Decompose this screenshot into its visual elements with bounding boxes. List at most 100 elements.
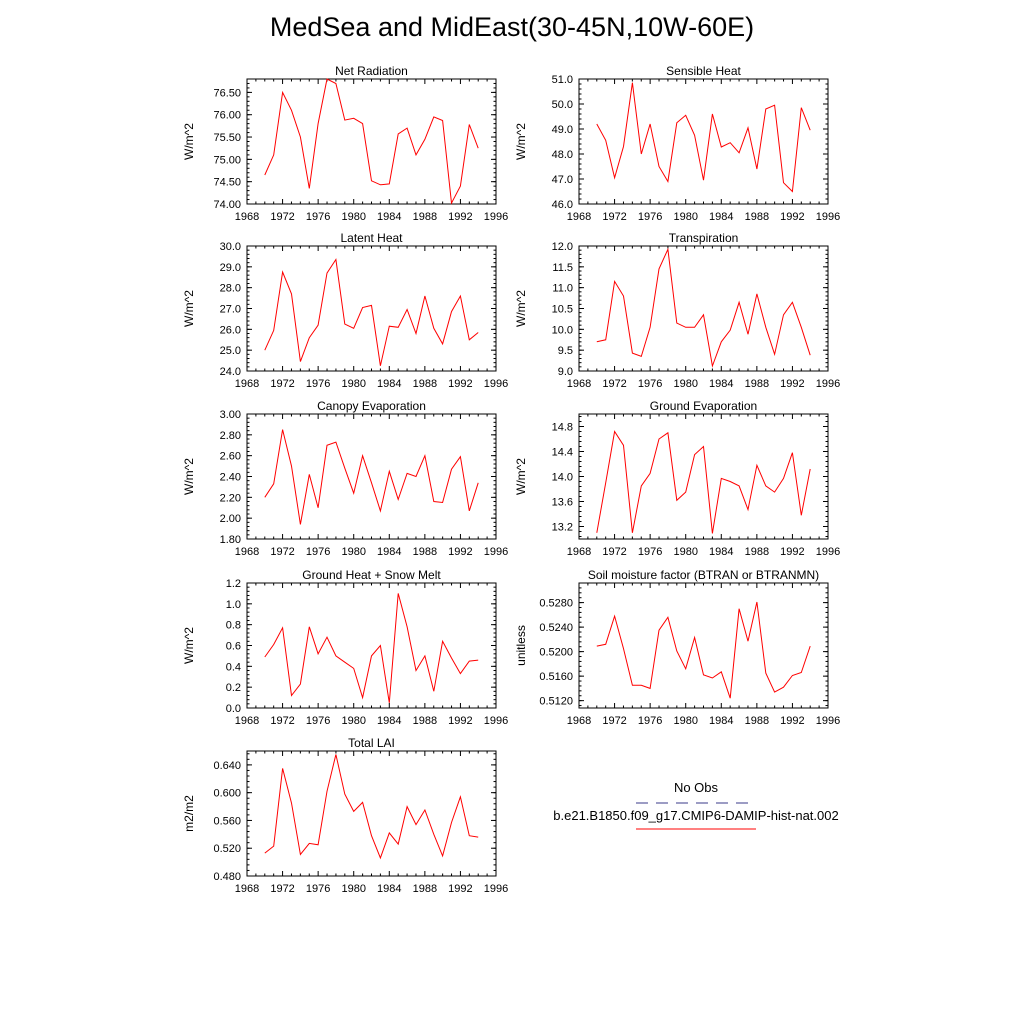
y-tick-label: 25.0 [220, 345, 241, 357]
x-tick-label: 1980 [341, 883, 365, 895]
x-tick-label: 1996 [484, 546, 508, 558]
x-tick-label: 1976 [638, 211, 662, 223]
panel-4: Transpiration W/m^2 1968 1972 1976 1980 1984 19… [514, 231, 840, 390]
panel-8: Soil moisture factor (BTRAN or BTRANMN) u… [514, 568, 840, 727]
plot-frame [246, 750, 497, 877]
x-tick-label: 1968 [235, 211, 259, 223]
x-tick-label: 1976 [306, 715, 330, 727]
x-tick-label: 1984 [377, 546, 401, 558]
y-tick-label: 0.5280 [539, 598, 573, 610]
y-axis-label: W/m^2 [514, 458, 528, 495]
x-tick-label: 1996 [816, 546, 840, 558]
panel-5: Canopy Evaporation W/m^2 1968 1972 1976 1980 1… [182, 399, 508, 558]
legend-model-label: b.e21.B1850.f09_g17.CMIP6-DAMIP-hist-nat… [553, 808, 839, 823]
x-tick-label: 1972 [602, 546, 626, 558]
y-tick-label: 49.0 [552, 124, 573, 136]
y-tick-label: 0.5200 [539, 647, 573, 659]
y-axis-label: W/m^2 [182, 458, 196, 495]
series-line [596, 82, 811, 193]
panel-title: Net Radiation [335, 64, 408, 78]
x-tick-label: 1988 [745, 715, 769, 727]
plot-frame [578, 413, 829, 540]
series-line [264, 78, 479, 205]
x-tick-label: 1988 [413, 715, 437, 727]
x-tick-label: 1988 [413, 883, 437, 895]
x-tick-label: 1968 [235, 378, 259, 390]
panel-title: Canopy Evaporation [317, 399, 426, 413]
y-axis-label: W/m^2 [514, 290, 528, 327]
y-tick-label: 2.40 [220, 472, 241, 484]
y-tick-label: 27.0 [220, 304, 241, 316]
x-tick-label: 1976 [638, 715, 662, 727]
y-tick-label: 2.00 [220, 513, 241, 525]
y-tick-label: 3.00 [220, 409, 241, 421]
y-tick-label: 0.600 [213, 788, 241, 800]
x-tick-label: 1980 [341, 211, 365, 223]
main-title: MedSea and MidEast(30-45N,10W-60E) [269, 12, 755, 42]
y-tick-label: 46.0 [552, 199, 573, 211]
x-tick-label: 1980 [673, 211, 697, 223]
x-tick-label: 1992 [448, 715, 472, 727]
legend-obs-label: No Obs [673, 780, 719, 795]
x-tick-label: 1988 [413, 546, 437, 558]
panel-1: Net Radiation W/m^2 1968 1972 1976 1980 1984 19… [182, 64, 508, 223]
y-tick-label: 0.0 [226, 703, 241, 715]
x-tick-label: 1968 [567, 211, 591, 223]
y-tick-label: 9.5 [558, 345, 573, 357]
y-axis-label: W/m^2 [182, 123, 196, 160]
x-tick-label: 1992 [448, 883, 472, 895]
x-tick-label: 1968 [567, 546, 591, 558]
y-axis-label: W/m^2 [514, 123, 528, 160]
x-tick-label: 1988 [413, 211, 437, 223]
panel-title: Sensible Heat [666, 64, 741, 78]
panel-title: Latent Heat [340, 231, 403, 245]
plot-frame [578, 78, 829, 205]
x-tick-label: 1972 [602, 715, 626, 727]
y-axis-label: unitless [514, 625, 528, 666]
x-tick-label: 1976 [306, 546, 330, 558]
x-tick-label: 1992 [448, 378, 472, 390]
y-tick-label: 76.00 [213, 110, 241, 122]
x-tick-label: 1996 [816, 378, 840, 390]
series-line [596, 430, 811, 534]
plot-frame [246, 582, 497, 709]
x-tick-label: 1972 [270, 715, 294, 727]
y-tick-label: 14.0 [552, 472, 573, 484]
x-tick-label: 1976 [638, 546, 662, 558]
y-tick-label: 0.6 [226, 641, 241, 653]
x-tick-label: 1984 [377, 211, 401, 223]
plot-frame [246, 78, 497, 205]
y-tick-label: 2.80 [220, 430, 241, 442]
x-tick-label: 1996 [816, 211, 840, 223]
series-line [264, 593, 479, 703]
panel-title: Transpiration [669, 231, 739, 245]
y-tick-label: 13.6 [552, 497, 573, 509]
y-tick-label: 13.2 [552, 522, 573, 534]
y-tick-label: 0.520 [213, 843, 241, 855]
plot-frame [578, 582, 829, 709]
y-tick-label: 30.0 [220, 241, 241, 253]
y-axis-label: W/m^2 [182, 290, 196, 327]
x-tick-label: 1988 [413, 378, 437, 390]
x-tick-label: 1980 [341, 378, 365, 390]
y-tick-label: 10.5 [552, 304, 573, 316]
plot-frame [578, 245, 829, 372]
panel-6: Ground Evaporation W/m^2 1968 1972 1976 1980 1… [514, 399, 840, 558]
x-tick-label: 1996 [484, 378, 508, 390]
y-tick-label: 74.00 [213, 199, 241, 211]
x-tick-label: 1988 [745, 546, 769, 558]
y-tick-label: 0.5120 [539, 696, 573, 708]
x-tick-label: 1984 [377, 883, 401, 895]
x-tick-label: 1992 [780, 546, 804, 558]
panel-2: Sensible Heat W/m^2 1968 1972 1976 1980 1984 19… [514, 64, 840, 223]
y-axis-label: W/m^2 [182, 627, 196, 664]
y-tick-label: 2.20 [220, 492, 241, 504]
y-tick-label: 29.0 [220, 262, 241, 274]
y-tick-label: 9.0 [558, 366, 573, 378]
y-tick-label: 76.50 [213, 87, 241, 99]
y-tick-label: 2.60 [220, 451, 241, 463]
panel-9: Total LAI m2/m2 1968 1972 1976 1980 1984 1988 19… [182, 736, 508, 895]
x-tick-label: 1976 [638, 378, 662, 390]
x-tick-label: 1976 [306, 883, 330, 895]
